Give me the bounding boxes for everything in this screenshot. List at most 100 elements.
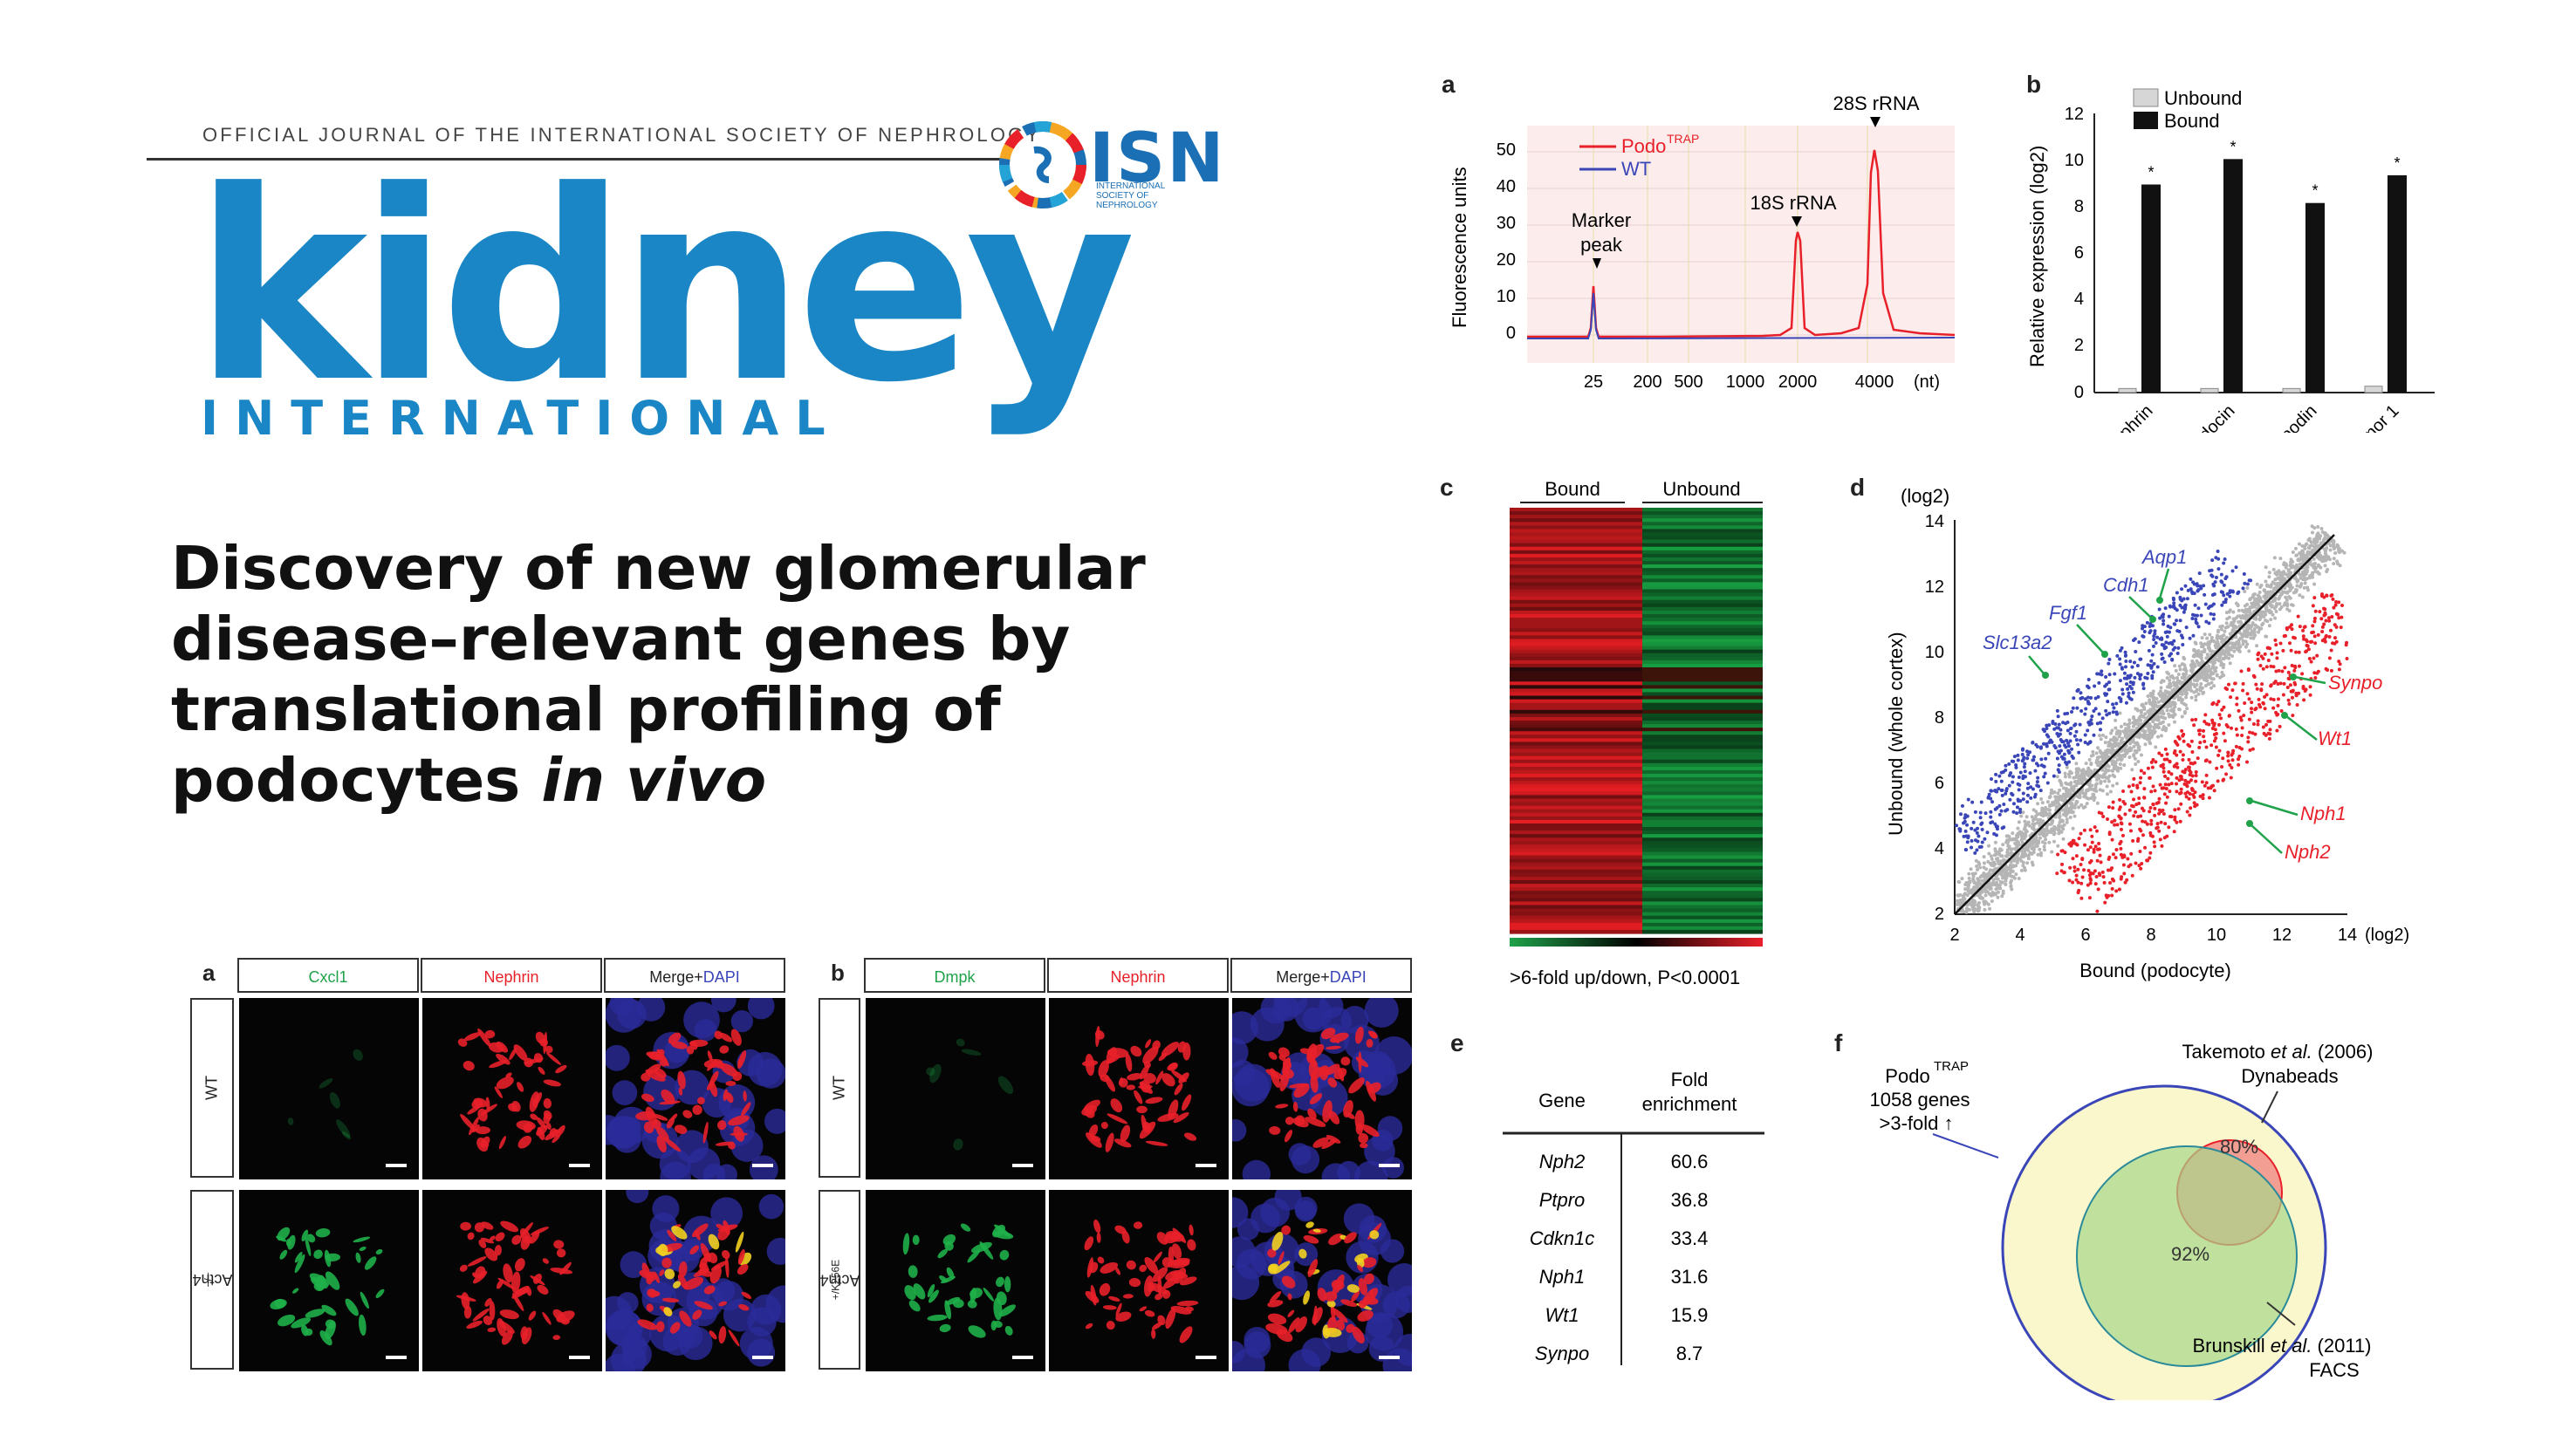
- scatter-point: [2114, 712, 2119, 716]
- scatter-point: [2308, 639, 2312, 644]
- stain-blob: [1145, 1039, 1152, 1049]
- scatter-point: [2180, 714, 2184, 719]
- scatter-point: [2186, 588, 2190, 592]
- scatter-point: [2016, 797, 2020, 802]
- stain-blob: [741, 1102, 751, 1117]
- scatter-point: [2192, 648, 2196, 653]
- scatter-point: [2012, 755, 2017, 759]
- scatter-point: [2297, 557, 2301, 562]
- stain-blob: [545, 1045, 553, 1054]
- scatter-point: [2005, 841, 2010, 845]
- heatmap-row-bound: [1510, 887, 1642, 892]
- dapi-nucleus: [1358, 1060, 1386, 1088]
- stain-blob: [714, 1030, 723, 1040]
- scatter-point: [2342, 550, 2346, 555]
- scatter-point: [2257, 651, 2261, 655]
- heatmap-row-bound: [1510, 922, 1642, 927]
- scatter-point: [2152, 701, 2156, 705]
- svg-text:0: 0: [1506, 324, 1516, 343]
- scatter-point: [2290, 627, 2294, 632]
- scatter-point: [2088, 881, 2093, 885]
- scatter-point: [1979, 800, 1983, 804]
- scatter-point: [2072, 696, 2076, 701]
- heatmap-row-bound: [1510, 575, 1642, 579]
- gene-nph2: Nph2: [2285, 841, 2331, 863]
- heatmap-row-unbound: [1642, 851, 1763, 857]
- scatter-point: [2200, 780, 2204, 784]
- scatter-point: [2268, 611, 2272, 615]
- dapi-nucleus: [606, 1114, 623, 1145]
- scatter-point: [2288, 596, 2292, 600]
- scatter-point: [2086, 868, 2091, 872]
- stain-blob: [1171, 1243, 1182, 1260]
- scatter-point: [2217, 713, 2222, 717]
- scatter-point: [2162, 712, 2166, 716]
- scatter-point: [2163, 747, 2168, 751]
- heatmap-row-unbound: [1642, 575, 1763, 579]
- heatmap-row-bound: [1510, 564, 1642, 569]
- scatter-point: [2254, 682, 2258, 687]
- scatter-point: [2289, 571, 2293, 575]
- scatter-point: [2086, 788, 2090, 792]
- heatmap-row-bound: [1510, 515, 1642, 519]
- scatter-point: [2324, 619, 2328, 623]
- stain-blob: [1178, 1072, 1189, 1084]
- scatter-point: [1960, 803, 1964, 808]
- stain-blob: [556, 1248, 566, 1258]
- scatter-point: [2290, 623, 2294, 627]
- stain-blob: [997, 1076, 1014, 1095]
- scatter-point: [2137, 640, 2141, 645]
- stain-blob: [912, 1234, 920, 1245]
- scatter-point: [1976, 839, 1980, 844]
- micro-image-red: [1049, 998, 1229, 1179]
- scatter-point: [2094, 751, 2099, 755]
- scatter-point: [2110, 820, 2114, 824]
- scatter-point: [1971, 878, 1976, 883]
- scatter-point: [2324, 666, 2328, 671]
- scatter-point: [2148, 851, 2153, 855]
- scatter-point: [2194, 617, 2198, 621]
- scatter-point: [2168, 681, 2173, 686]
- scatter-point: [2277, 668, 2281, 673]
- stain-blob: [1100, 1261, 1119, 1274]
- micro-image-canvas: [902, 1223, 1033, 1359]
- scatter-point: [2173, 739, 2177, 743]
- heatmap-row-bound: [1510, 784, 1642, 789]
- scatter-point: [2147, 709, 2151, 714]
- scatter-point: [1971, 820, 1976, 824]
- scatter-point: [2117, 743, 2121, 748]
- scatter-point: [2234, 642, 2238, 646]
- dapi-nucleus: [730, 1009, 754, 1033]
- scatter-point: [2119, 846, 2123, 851]
- scatter-point: [2309, 552, 2313, 557]
- scatter-point: [2261, 725, 2265, 729]
- heatmap-row-bound: [1510, 582, 1642, 587]
- scatter-point: [2094, 874, 2099, 878]
- scatter-point: [1965, 823, 1970, 827]
- scatter-point: [2044, 837, 2048, 842]
- micro-image-canvas: [1081, 1026, 1216, 1167]
- scatter-point: [2083, 843, 2087, 847]
- scatter-point: [2178, 691, 2182, 695]
- scatter-point: [2106, 776, 2110, 781]
- stain-blob: [1102, 1305, 1117, 1310]
- scatter-point: [1976, 909, 1980, 913]
- scatter-point: [2175, 776, 2179, 780]
- stain-blob: [1105, 1076, 1116, 1092]
- micro-b-row-wt: WT: [819, 998, 860, 1178]
- scatter-point: [2105, 784, 2109, 789]
- dapi-nucleus: [749, 1155, 778, 1179]
- stain-blob: [1004, 1276, 1011, 1293]
- scatter-point: [2150, 834, 2155, 838]
- scatter-point: [2276, 703, 2280, 707]
- scatter-point: [2162, 622, 2166, 626]
- scale-bar: [569, 1356, 590, 1359]
- stain-blob: [678, 1087, 683, 1096]
- scatter-point: [2204, 773, 2209, 777]
- heatmap-row-bound: [1510, 621, 1642, 625]
- scatter-point: [2024, 834, 2028, 838]
- scatter-point: [1990, 800, 1995, 804]
- scatter-point: [2215, 766, 2219, 770]
- heatmap-row-bound: [1510, 752, 1642, 757]
- scatter-point: [2331, 540, 2335, 544]
